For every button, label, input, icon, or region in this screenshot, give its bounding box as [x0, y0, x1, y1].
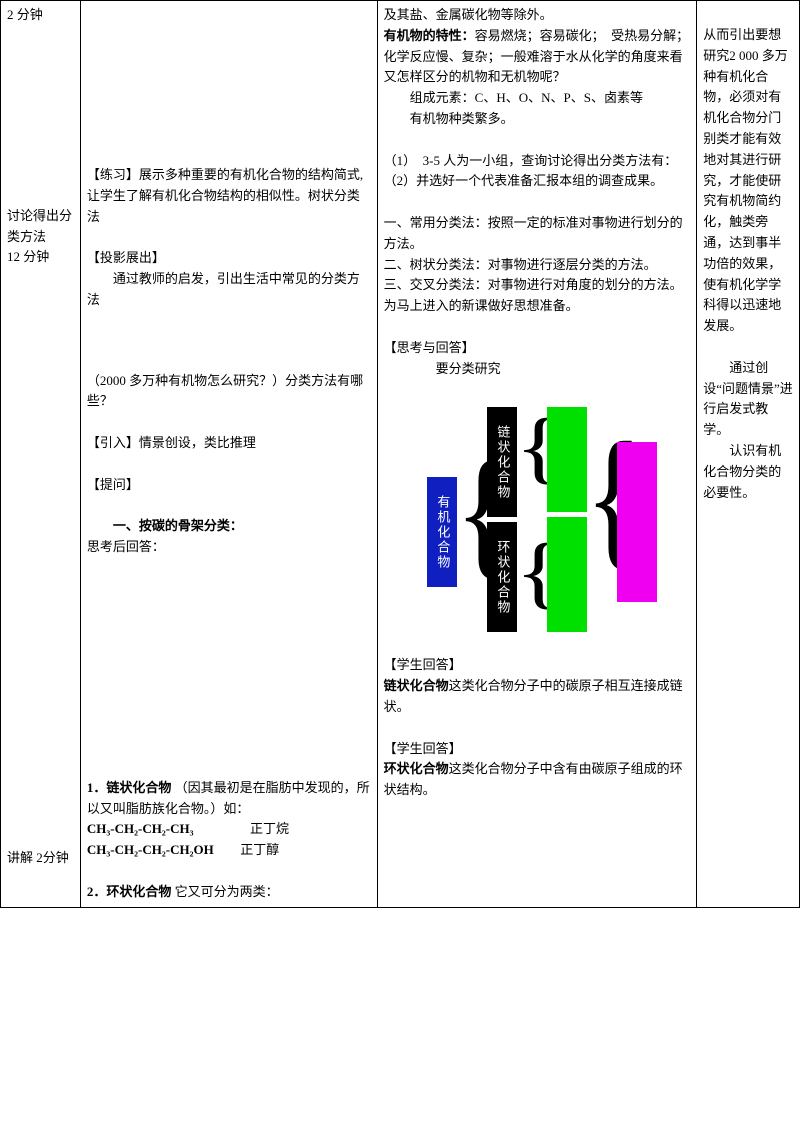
intent-1: 从而引出要想研究2 000 多万种有机化合物，必须对有机化合物分门别类才能有效地… — [703, 25, 793, 337]
think-answer: 思考后回答： — [87, 537, 371, 558]
diagram-branch-2: 环状化合物 — [487, 522, 517, 632]
time-3: 讲解 2分钟 — [7, 848, 74, 869]
timing-column: 2 分钟 讨论得出分类方法 12 分钟 讲解 2分钟 — [1, 1, 81, 908]
think-label: 【思考与回答】 — [384, 338, 691, 359]
ring-text: 它又可分为两类： — [175, 884, 279, 899]
diagram-branch-1: 链状化合物 — [487, 407, 517, 517]
formula-2-name: 正丁醇 — [240, 842, 279, 857]
intent-2: 通过创设“问题情景”进行启发式教学。 — [703, 358, 793, 441]
heading-1: 一、按碳的骨架分类： — [87, 516, 371, 537]
time-2b: 12 分钟 — [7, 247, 74, 268]
projection-label: 【投影展出】 — [87, 248, 371, 269]
diagram-leaf-magenta — [617, 442, 657, 602]
formula-row-2: CH₃-CH₂-CH₂-CH₂OH 正丁醇 — [87, 840, 371, 861]
method-1: 一、常用分类法：按照一定的标准对事物进行划分的方法。 — [384, 213, 691, 255]
student-answer-2: 环状化合物这类化合物分子中含有由碳原子组成的环状结构。 — [384, 759, 691, 801]
ring-label: 2．环状化合物 — [87, 884, 172, 899]
intro: 【引入】情景创设，类比推理 — [87, 433, 371, 454]
student-activity-column: 及其盐、金属碳化物等除外。 有机物的特性：容易燃烧；容易碳化； 受热易分解；化学… — [377, 1, 697, 908]
formula-1: CH₃-CH₂-CH₂-CH₃ — [87, 821, 194, 836]
variety: 有机物种类繁多。 — [384, 109, 691, 130]
question-1: （2000 多万种有机物怎么研究？）分类方法有哪些？ — [87, 371, 371, 413]
method-2: 二、树状分类法：对事物进行逐层分类的方法。 — [384, 255, 691, 276]
formula-1-name: 正丁烷 — [250, 821, 289, 836]
teacher-activity-column: 【练习】展示多种重要的有机化合物的结构简式,让学生了解有机化合物结构的相似性。树… — [80, 1, 377, 908]
intent-3: 认识有机化合物分类的必要性。 — [703, 441, 793, 503]
ring-compound: 2．环状化合物 它又可分为两类： — [87, 882, 371, 903]
lesson-plan-table: 2 分钟 讨论得出分类方法 12 分钟 讲解 2分钟 【练习】展示多种重要的有机… — [0, 0, 800, 908]
classification-diagram: 有机化合物 { 链状化合物 环状化合物 { { { — [407, 387, 667, 647]
exercise: 【练习】展示多种重要的有机化合物的结构简式,让学生了解有机化合物结构的相似性。树… — [87, 165, 371, 227]
time-2a: 讨论得出分类方法 — [7, 206, 74, 248]
diagram-leaf-green-2 — [547, 517, 587, 632]
diagram-leaf-green-1 — [547, 407, 587, 512]
property-label: 有机物的特性： — [384, 28, 475, 43]
diagram-root: 有机化合物 — [427, 477, 457, 587]
elements: 组成元素：C、H、O、N、P、S、卤素等 — [384, 88, 691, 109]
projection-text: 通过教师的启发，引出生活中常见的分类方法 — [87, 269, 371, 311]
line-1: 及其盐、金属碳化物等除外。 — [384, 5, 691, 26]
group-1: （1） 3-5 人为一小组，查询讨论得出分类方法有： — [384, 151, 691, 172]
student-answer-1: 链状化合物这类化合物分子中的碳原子相互连接成链状。 — [384, 676, 691, 718]
student-answer-1-label: 【学生回答】 — [384, 655, 691, 676]
time-1: 2 分钟 — [7, 5, 74, 26]
design-intent-column: 从而引出要想研究2 000 多万种有机化合物，必须对有机化合物分门别类才能有效地… — [697, 1, 800, 908]
prep: 为马上进入的新课做好思想准备。 — [384, 296, 691, 317]
formula-row-1: CH₃-CH₂-CH₂-CH₃ 正丁烷 — [87, 819, 371, 840]
ask: 【提问】 — [87, 475, 371, 496]
chain-label: 1．链状化合物 — [87, 780, 172, 795]
think-answer: 要分类研究 — [384, 359, 691, 380]
group-2: （2）并选好一个代表准备汇报本组的调查成果。 — [384, 171, 691, 192]
method-3: 三、交叉分类法：对事物进行对角度的划分的方法。 — [384, 275, 691, 296]
student-answer-2-label: 【学生回答】 — [384, 739, 691, 760]
chain-compound: 1．链状化合物 （因其最初是在脂肪中发现的，所以又叫脂肪族化合物。）如： — [87, 778, 371, 820]
line-2: 有机物的特性：容易燃烧；容易碳化； 受热易分解；化学反应慢、复杂；一般难溶于水从… — [384, 26, 691, 88]
formula-2: CH₃-CH₂-CH₂-CH₂OH — [87, 842, 214, 857]
